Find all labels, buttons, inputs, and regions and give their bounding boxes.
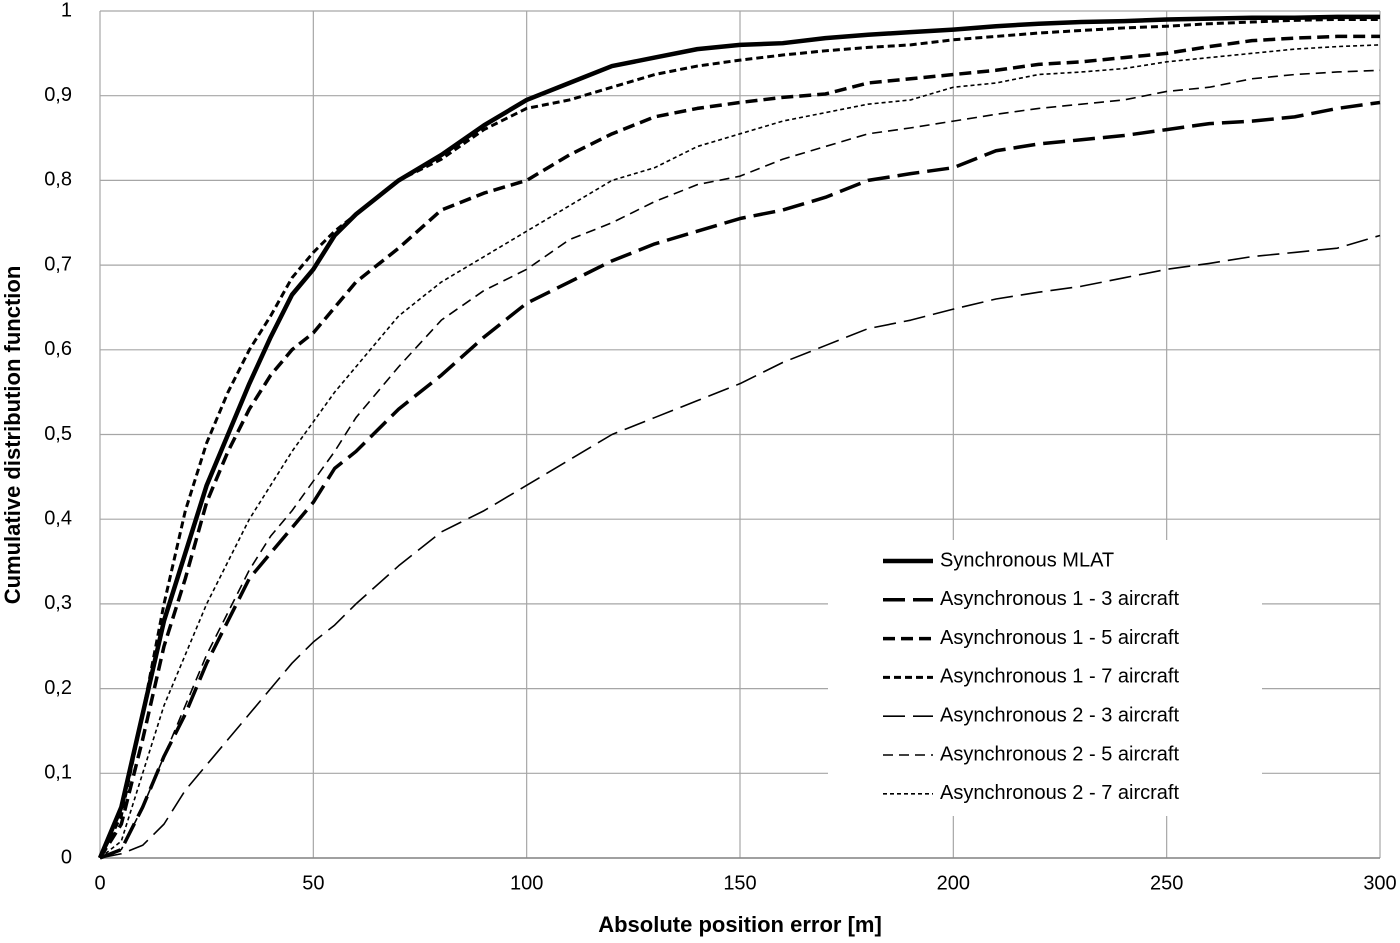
legend-label: Asynchronous 2 - 3 aircraft <box>940 704 1179 726</box>
y-tick-label: 0,8 <box>44 169 72 191</box>
y-tick-label: 0,2 <box>44 677 72 699</box>
legend-label: Asynchronous 1 - 5 aircraft <box>940 627 1179 649</box>
legend-label: Asynchronous 1 - 7 aircraft <box>940 666 1179 688</box>
legend: Synchronous MLAT Asynchronous 1 - 3 aircr… <box>828 540 1262 816</box>
y-tick-label: 0,9 <box>44 84 72 106</box>
legend-label: Asynchronous 2 - 7 aircraft <box>940 782 1179 804</box>
legend-label: Asynchronous 2 - 5 aircraft <box>940 743 1179 765</box>
legend-label: Synchronous MLAT <box>940 549 1114 571</box>
data-line <box>98 34 1380 859</box>
y-axis-title: Cumulative distribution function <box>0 266 25 605</box>
x-tick-label: 150 <box>723 872 756 894</box>
y-tick-label: 0,4 <box>44 507 72 529</box>
y-tick-label: 0 <box>61 846 72 868</box>
legend-label: Asynchronous 1 - 3 aircraft <box>940 588 1179 610</box>
x-tick-label: 50 <box>302 872 324 894</box>
x-tick-label: 200 <box>937 872 970 894</box>
y-tick-label: 0,7 <box>44 253 72 275</box>
data-line <box>99 44 1381 859</box>
data-line <box>98 17 1380 859</box>
y-tick-label: 0,6 <box>44 338 72 360</box>
x-tick-label: 0 <box>94 872 105 894</box>
data-line <box>99 234 1381 859</box>
x-tick-label: 250 <box>1150 872 1183 894</box>
y-tick-label: 0,1 <box>44 762 72 784</box>
data-line <box>97 14 1380 859</box>
x-tick-label: 100 <box>510 872 543 894</box>
y-tick-label: 1 <box>61 0 72 21</box>
y-tick-label: 0,3 <box>44 592 72 614</box>
data-line <box>99 100 1381 860</box>
y-tick-label: 0,5 <box>44 423 72 445</box>
x-axis-title: Absolute position error [m] <box>598 912 882 937</box>
x-tick-label: 300 <box>1363 872 1396 894</box>
